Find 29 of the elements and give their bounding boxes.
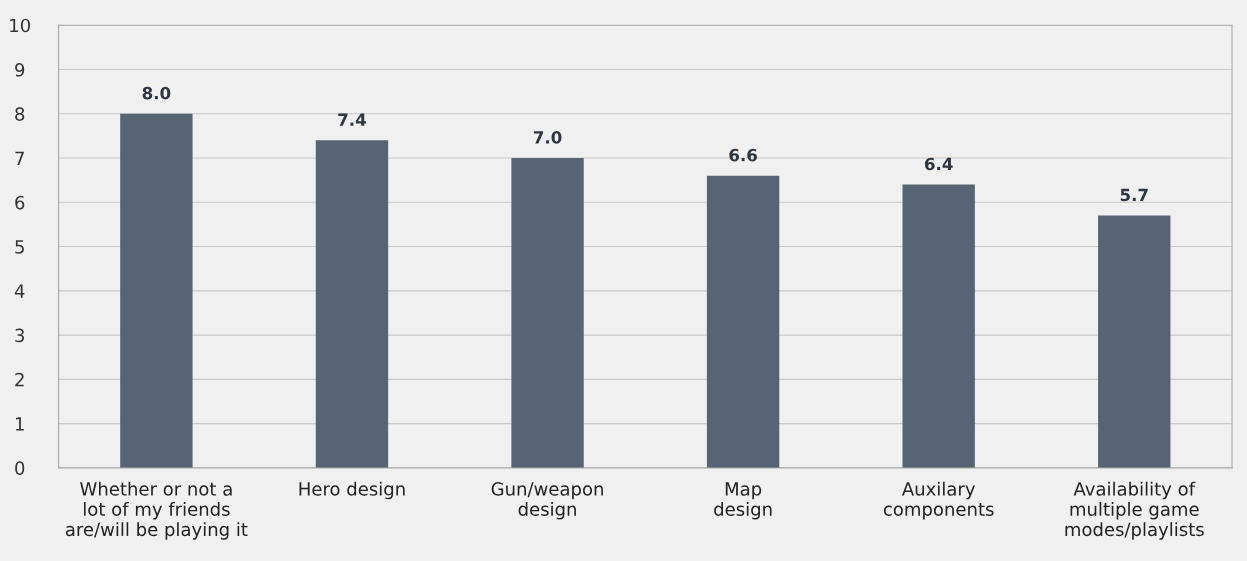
- y-tick-label: 3: [15, 328, 25, 343]
- x-tick-label: Map design: [714, 482, 772, 520]
- y-tick-label: 1: [15, 417, 24, 431]
- y-tick-label: 6: [15, 195, 25, 210]
- bar: [706, 175, 780, 468]
- bar: [1098, 215, 1171, 468]
- x-tick-label: Gun/weapon design: [491, 482, 603, 520]
- data-label: 8.0: [142, 86, 171, 100]
- y-tick-label: 4: [14, 284, 25, 298]
- data-label: 6.6: [729, 148, 757, 162]
- x-tick-label: Hero design: [299, 481, 405, 500]
- bar: [511, 158, 584, 468]
- bar: [120, 113, 193, 468]
- x-tick-label: Availability of multiple game modes/playlists: [1065, 481, 1204, 540]
- y-tick-label: 0: [15, 461, 25, 475]
- bar: [315, 140, 389, 468]
- y-tick-label: 2: [15, 372, 24, 387]
- data-label: 7.4: [338, 113, 366, 126]
- bar: [902, 184, 975, 468]
- data-label: 6.4: [924, 157, 953, 171]
- y-tick-label: 10: [10, 18, 31, 33]
- data-label: 5.7: [1120, 188, 1148, 202]
- x-tick-label: Whether or not a lot of my friends are/will be playing it: [65, 481, 248, 540]
- y-tick-label: 5: [15, 240, 24, 254]
- y-tick-label: 7: [15, 151, 24, 165]
- y-tick-label: 9: [15, 62, 25, 77]
- x-tick-label: Auxilary components: [883, 481, 994, 520]
- y-tick-label: 8: [15, 107, 25, 121]
- data-label: 7.0: [533, 131, 562, 144]
